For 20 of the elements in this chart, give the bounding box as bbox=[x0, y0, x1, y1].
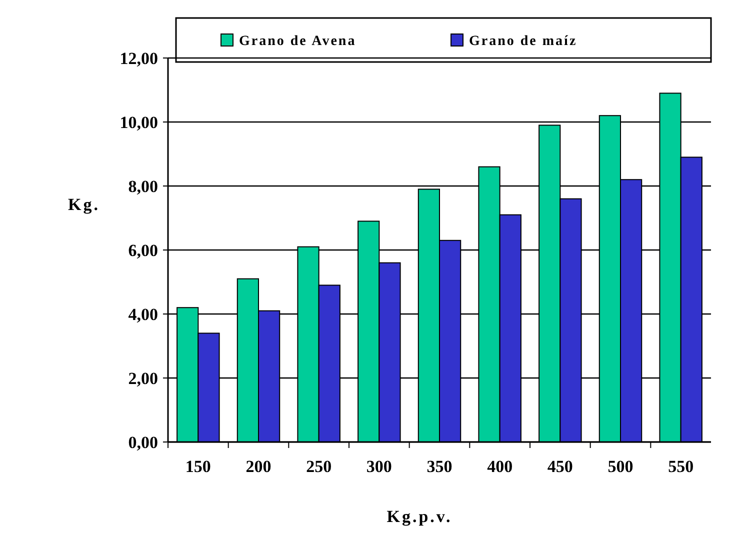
x-tick-label: 250 bbox=[306, 457, 332, 476]
y-tick-label: 2,00 bbox=[128, 368, 158, 388]
y-tick-label: 4,00 bbox=[128, 304, 158, 324]
legend-label: Grano de maíz bbox=[469, 34, 578, 49]
y-tick-label: 10,00 bbox=[120, 112, 158, 132]
x-tick-label: 350 bbox=[426, 457, 452, 476]
x-tick-label: 450 bbox=[547, 457, 573, 476]
y-tick-label: 6,00 bbox=[128, 240, 158, 260]
x-tick-label: 300 bbox=[366, 457, 392, 476]
x-tick-label: 500 bbox=[608, 457, 634, 476]
y-tick-label: 8,00 bbox=[128, 176, 158, 196]
x-tick-label: 400 bbox=[487, 457, 513, 476]
y-axis-title: Kg. bbox=[68, 195, 100, 214]
x-axis-title: Kg.p.v. bbox=[386, 507, 452, 526]
y-tick-label: 0,00 bbox=[128, 432, 158, 452]
x-tick-label: 200 bbox=[246, 457, 272, 476]
x-tick-label: 550 bbox=[668, 457, 694, 476]
y-tick-label: 12,00 bbox=[120, 48, 158, 68]
legend-label: Grano de Avena bbox=[239, 34, 356, 49]
x-tick-label: 150 bbox=[185, 457, 211, 476]
